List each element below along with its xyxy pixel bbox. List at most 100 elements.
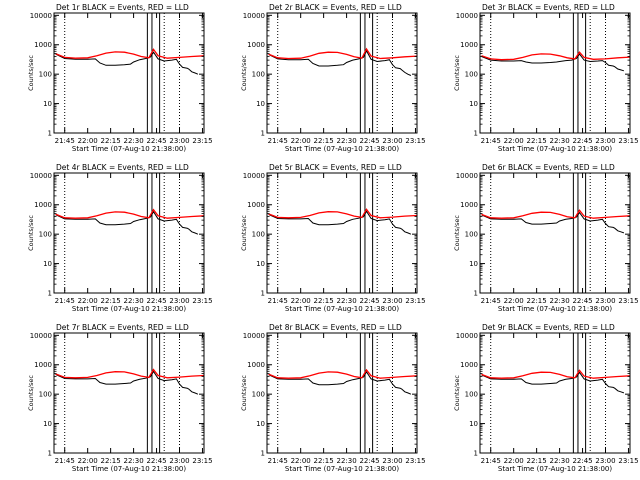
x-tick-label: 23:15	[618, 137, 638, 145]
y-tick-label: 10000	[243, 172, 265, 180]
y-tick-label: 10000	[243, 12, 265, 20]
x-tick-label: 22:30	[336, 137, 356, 145]
y-tick-label: 1000	[460, 41, 478, 49]
y-tick-label: 10000	[30, 172, 52, 180]
panel-det-3: Det 3r BLACK = Events, RED = LLD 1 10 100 10…	[453, 3, 639, 153]
x-tick-label: 23:15	[192, 457, 212, 465]
plot-frame	[479, 172, 631, 294]
x-tick-label: 22:00	[78, 297, 98, 305]
plot-frame	[266, 172, 418, 294]
x-tick-label: 23:00	[169, 137, 189, 145]
plot-frame	[479, 12, 631, 134]
x-tick-label: 23:00	[382, 297, 402, 305]
x-tick-label: 22:15	[101, 137, 121, 145]
y-tick-label: 10	[469, 260, 478, 268]
events-series-line	[268, 210, 412, 235]
y-tick-label: 1000	[34, 361, 52, 369]
y-tick-label: 1	[261, 290, 265, 298]
x-tick-label: 22:00	[291, 297, 311, 305]
x-tick-label: 23:15	[618, 297, 638, 305]
events-series-line	[481, 211, 625, 234]
x-tick-label: 23:15	[192, 297, 212, 305]
y-tick-label: 10000	[243, 332, 265, 340]
lld-series-line	[55, 48, 204, 59]
panel-title: Det 9r BLACK = Events, RED = LLD	[482, 323, 615, 332]
x-tick-label: 22:45	[572, 137, 592, 145]
x-tick-label: 23:15	[405, 297, 425, 305]
x-tick-label: 21:45	[268, 297, 288, 305]
panel-det-9: Det 9r BLACK = Events, RED = LLD 1 10 100 10…	[453, 323, 639, 473]
lld-series-line	[481, 369, 630, 379]
y-tick-label: 10	[43, 260, 52, 268]
panel-title: Det 4r BLACK = Events, RED = LLD	[56, 163, 189, 172]
y-tick-label: 10000	[456, 172, 478, 180]
x-tick-label: 22:45	[359, 137, 379, 145]
x-tick-label: 21:45	[481, 137, 501, 145]
plot-frame	[479, 332, 631, 454]
x-tick-label: 22:00	[291, 137, 311, 145]
x-tick-label: 22:30	[123, 137, 143, 145]
y-axis-label: Counts/sec	[240, 215, 248, 251]
x-tick-label: 22:45	[572, 297, 592, 305]
y-axis-label: Counts/sec	[453, 375, 461, 411]
y-tick-label: 10	[469, 100, 478, 108]
x-axis-label: Start Time (07-Aug-10 21:38:00)	[285, 465, 399, 473]
x-tick-label: 22:15	[527, 457, 547, 465]
y-axis-label: Counts/sec	[453, 55, 461, 91]
x-axis-label: Start Time (07-Aug-10 21:38:00)	[72, 305, 186, 313]
panel-det-2: Det 2r BLACK = Events, RED = LLD 1 10 100 10…	[240, 3, 426, 153]
x-axis-label: Start Time (07-Aug-10 21:38:00)	[498, 305, 612, 313]
y-tick-label: 1	[474, 290, 478, 298]
panel-det-7: Det 7r BLACK = Events, RED = LLD 1 10 100 10…	[27, 323, 213, 473]
y-axis-label: Counts/sec	[27, 375, 35, 411]
x-tick-label: 22:15	[527, 297, 547, 305]
panel-title: Det 5r BLACK = Events, RED = LLD	[269, 163, 402, 172]
x-tick-label: 23:00	[595, 297, 615, 305]
x-tick-label: 23:00	[382, 137, 402, 145]
x-tick-label: 22:15	[101, 297, 121, 305]
y-tick-label: 1000	[247, 361, 265, 369]
y-tick-label: 1000	[34, 201, 52, 209]
y-tick-label: 10	[43, 100, 52, 108]
x-tick-label: 22:00	[78, 457, 98, 465]
y-tick-label: 1	[261, 130, 265, 138]
plot-frame	[266, 12, 418, 134]
y-tick-label: 1	[48, 450, 52, 458]
y-axis-label: Counts/sec	[453, 215, 461, 251]
panel-det-6: Det 6r BLACK = Events, RED = LLD 1 10 100 10…	[453, 163, 639, 313]
y-tick-label: 1	[474, 450, 478, 458]
y-tick-label: 10	[469, 420, 478, 428]
y-tick-label: 1000	[460, 361, 478, 369]
x-tick-label: 22:00	[291, 457, 311, 465]
plot-frame	[53, 332, 205, 454]
lld-series-line	[55, 368, 204, 379]
x-tick-label: 22:45	[146, 297, 166, 305]
x-tick-label: 22:00	[504, 137, 524, 145]
x-tick-label: 21:45	[268, 137, 288, 145]
x-tick-label: 22:00	[504, 297, 524, 305]
x-tick-label: 22:30	[549, 137, 569, 145]
x-tick-label: 22:30	[336, 297, 356, 305]
x-tick-label: 21:45	[55, 137, 75, 145]
events-series-line	[481, 371, 625, 394]
y-tick-label: 10000	[456, 332, 478, 340]
y-tick-label: 1000	[247, 41, 265, 49]
y-tick-label: 10000	[30, 12, 52, 20]
events-series-line	[268, 370, 412, 395]
x-tick-label: 23:15	[405, 457, 425, 465]
y-tick-label: 1	[474, 130, 478, 138]
panel-title: Det 6r BLACK = Events, RED = LLD	[482, 163, 615, 172]
y-axis-label: Counts/sec	[240, 375, 248, 411]
y-tick-label: 100	[39, 231, 52, 239]
y-tick-label: 100	[465, 71, 478, 79]
x-tick-label: 23:00	[595, 457, 615, 465]
x-tick-label: 23:15	[192, 137, 212, 145]
x-tick-label: 23:15	[618, 457, 638, 465]
lld-series-line	[481, 51, 630, 61]
x-tick-label: 22:45	[572, 457, 592, 465]
y-tick-label: 10	[256, 420, 265, 428]
y-tick-label: 100	[39, 391, 52, 399]
x-tick-label: 23:00	[595, 137, 615, 145]
events-series-line	[55, 51, 199, 75]
